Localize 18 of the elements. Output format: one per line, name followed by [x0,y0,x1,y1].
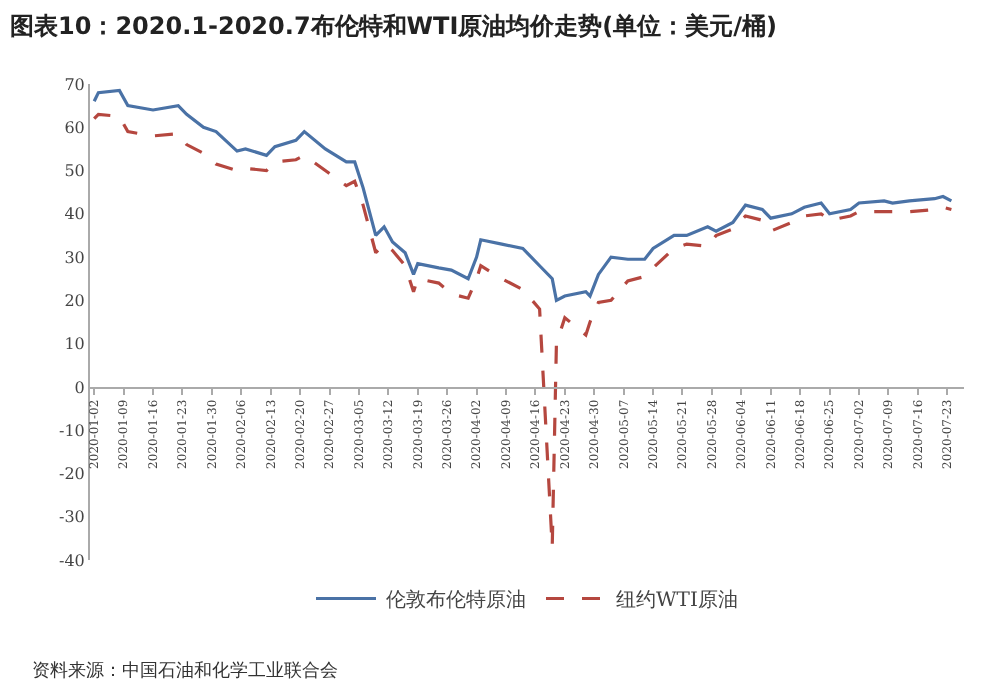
y-tick-label: 60 [64,118,85,137]
y-tick-label: 0 [74,378,85,397]
line-series [92,88,953,302]
y-tick-label: 70 [64,75,85,94]
legend-label: 纽约WTI原油 [616,588,738,613]
text: 资料来源：中国石油和化学工业联合会 [32,660,338,682]
y-tick-label: -10 [59,421,85,440]
y-tick-label: 10 [64,335,85,354]
y-tick-label: 50 [64,162,85,181]
line-series [92,112,953,549]
chart-title: 图表10：2020.1-2020.7布伦特和WTI原油均价走势(单位：美元/桶) [10,12,778,40]
y-tick-label: 20 [64,291,85,310]
y-tick-label: -20 [59,465,85,484]
y-tick-label: 30 [64,248,85,267]
y-tick-label: 40 [64,205,85,224]
y-tick-label: -40 [59,551,85,570]
y-tick-label: -30 [59,508,85,527]
legend-label: 伦敦布伦特原油 [386,588,526,613]
